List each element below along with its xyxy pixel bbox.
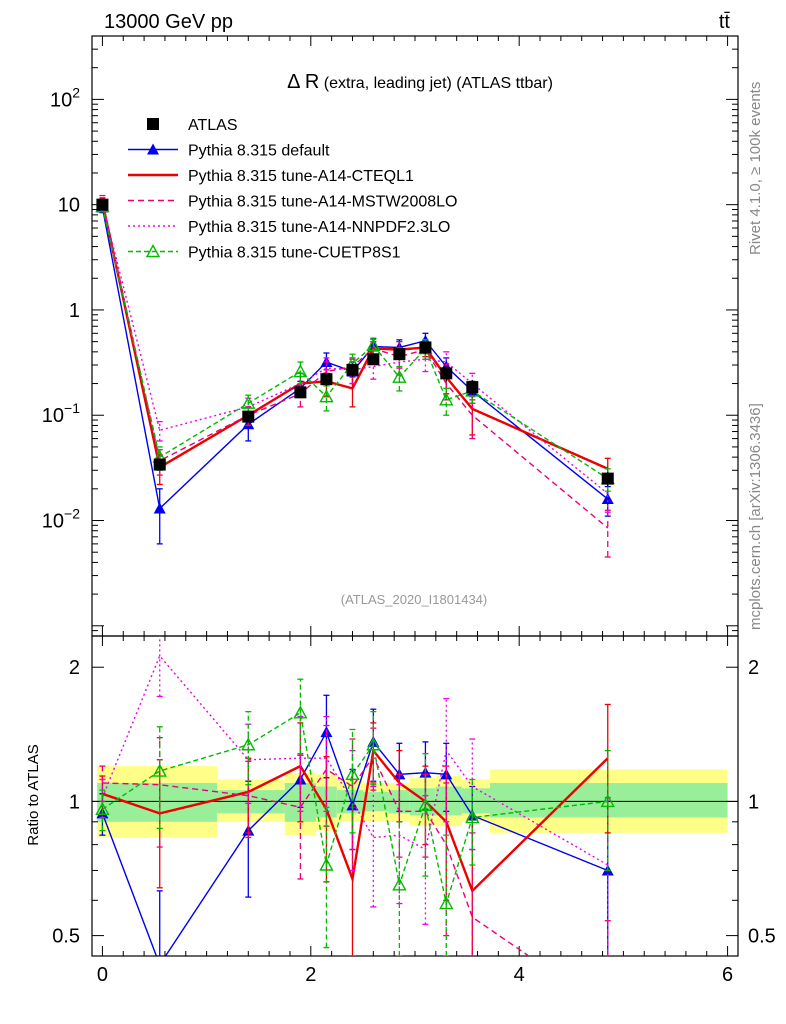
energy-label: 13000 GeV pp (104, 11, 233, 33)
data-point (96, 198, 109, 211)
atlas-data (96, 198, 614, 487)
ratio-series-marker (319, 857, 334, 871)
x-tick-label: 2 (305, 964, 316, 986)
ratio-y-tick-label-left: 2 (69, 657, 80, 679)
data-point (440, 367, 453, 380)
ratio-series-marker (418, 797, 433, 812)
data-point (294, 386, 307, 399)
mc-series-line (101, 202, 609, 470)
mc-series-marker (601, 493, 614, 505)
legend-entry-pythia-8-315-tune-a14-mstw2008lo: Pythia 8.315 tune-A14-MSTW2008LO (128, 194, 457, 211)
ratio-series-line (102, 711, 608, 904)
y-tick-label: 10−2 (42, 506, 80, 533)
data-point (242, 410, 255, 423)
ratio-series-line (102, 747, 609, 894)
legend-label: Pythia 8.315 tune-CUETP8S1 (188, 245, 401, 262)
legend-marker (145, 244, 161, 258)
mc-series-marker (366, 337, 381, 352)
ratio-series-marker (366, 737, 381, 751)
y-tick-label: 1 (69, 300, 80, 322)
ratio-series-marker (465, 810, 480, 824)
x-tick-label: 6 (722, 964, 733, 986)
mc-series-marker (153, 502, 166, 514)
legend-entry-atlas: ATLAS (147, 117, 238, 134)
stat-uncertainty-band-10 (490, 782, 728, 818)
ratio-series-marker (392, 877, 407, 891)
legend-entry-pythia-8-315-tune-a14-cteql1: Pythia 8.315 tune-A14-CTEQL1 (128, 168, 414, 185)
ratio-series-marker (154, 959, 166, 970)
ratio-series-marker (439, 896, 454, 910)
ratio-y-axis-label: Ratio to ATLAS (25, 744, 42, 845)
legend-label: Pythia 8.315 tune-A14-CTEQL1 (188, 168, 414, 185)
x-tick-label: 4 (514, 964, 525, 986)
ratio-series-line (102, 755, 531, 956)
legend-label: Pythia 8.315 tune-A14-NNPDF2.3LO (188, 219, 450, 236)
legend-label: Pythia 8.315 tune-A14-MSTW2008LO (188, 194, 457, 211)
ratio-series-line (101, 654, 609, 866)
data-point (153, 458, 166, 471)
ratio-series-marker (241, 737, 256, 751)
data-point (393, 348, 406, 361)
y-tick-label-base: 10 (50, 89, 72, 111)
mc-series-marker (319, 389, 334, 403)
ratio-y-tick-label-left: 1 (69, 791, 80, 813)
ratio-series-marker (600, 793, 615, 808)
mc-series-marker (392, 369, 407, 383)
mcplots-label: mcplots.cern.ch [arXiv:1306.3436] (747, 403, 764, 630)
y-tick-label: 10−1 (42, 400, 80, 427)
mc-series-line (101, 206, 609, 480)
y-tick-label-exponent: 2 (72, 84, 80, 100)
main-title: Δ R (extra, leading jet) (ATLAS ttbar) (287, 71, 553, 93)
legend: ATLAS Pythia 8.315 default Pythia 8.315 tu… (128, 117, 457, 262)
ratio-series-marker (95, 801, 110, 816)
process-label: tt̄ (719, 11, 731, 33)
data-point (346, 363, 359, 376)
stat-uncertainty-band-9 (461, 788, 491, 814)
data-point (466, 381, 479, 394)
main-title-symbol: Δ R (287, 71, 319, 93)
stat-uncertainty-band-0 (97, 782, 218, 822)
y-tick-label-base: 10 (42, 511, 64, 533)
mc-series-marker (439, 392, 454, 406)
y-tick-label-exponent: −1 (64, 400, 80, 416)
mc-series-marker (241, 395, 256, 409)
ratio-series-marker (293, 705, 308, 719)
legend-entry-pythia-8-315-default: Pythia 8.315 default (128, 143, 330, 160)
rivet-label: Rivet 4.1.0, ≥ 100k events (747, 82, 764, 255)
data-point (419, 341, 432, 354)
y-tick-label: 102 (50, 84, 80, 111)
ratio-series-line (101, 730, 609, 956)
legend-marker (147, 143, 159, 155)
mc-series-marker (293, 364, 308, 378)
ratio-plot-panel: 0 2 4 6 0.5 0.5 1 1 2 2 (52, 635, 776, 986)
y-tick-label-base: 10 (58, 195, 80, 217)
ratio-y-tick-label-right: 0.5 (748, 926, 776, 948)
y-tick-label: 10 (58, 195, 80, 217)
legend-entry-pythia-8-315-tune-cuetp8s1: Pythia 8.315 tune-CUETP8S1 (128, 244, 401, 262)
y-tick-label-exponent: −2 (64, 506, 80, 522)
analysis-id-label: (ATLAS_2020_I1801434) (341, 592, 487, 607)
ratio-y-tick-label-left: 0.5 (52, 926, 80, 948)
ratio-y-tick-label-right: 1 (748, 791, 759, 813)
x-tick-label: 0 (97, 964, 108, 986)
main-title-rest: (extra, leading jet) (ATLAS ttbar) (319, 75, 553, 92)
mc-series-pythia-8-315-tune-a14-cteql1 (99, 197, 611, 486)
y-tick-label-base: 1 (69, 300, 80, 322)
data-point (601, 472, 614, 485)
mc-series-line (101, 200, 609, 529)
legend-entry-pythia-8-315-tune-a14-nnpdf2-3lo: Pythia 8.315 tune-A14-NNPDF2.3LO (128, 219, 450, 236)
y-tick-label-base: 10 (42, 405, 64, 427)
ratio-series-marker (152, 763, 167, 777)
ratio-series-pythia-8-315-tune-cuetp8s1 (95, 678, 615, 956)
ratio-series-marker (345, 766, 360, 781)
data-point (320, 373, 333, 386)
legend-label: ATLAS (188, 117, 238, 134)
data-point (367, 353, 380, 366)
ratio-y-tick-label-right: 2 (748, 657, 759, 679)
legend-label: Pythia 8.315 default (188, 143, 330, 160)
legend-marker (147, 118, 159, 130)
